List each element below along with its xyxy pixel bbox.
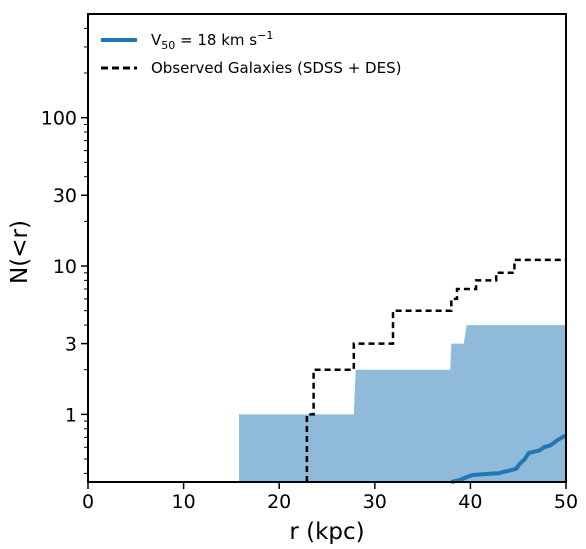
y-tick-label: 1 bbox=[65, 404, 77, 426]
confidence-band bbox=[239, 325, 566, 482]
x-tick-label: 40 bbox=[458, 491, 482, 513]
y-axis: 1 3 10 30 100 bbox=[41, 27, 88, 474]
x-axis: 0 10 20 30 40 50 bbox=[82, 482, 578, 513]
legend-label: Observed Galaxies (SDSS + DES) bbox=[151, 59, 401, 77]
y-tick-label: 3 bbox=[65, 334, 77, 356]
series-layer bbox=[305, 258, 567, 484]
x-tick-label: 30 bbox=[363, 491, 387, 513]
x-tick-label: 50 bbox=[554, 491, 578, 513]
x-tick-label: 10 bbox=[172, 491, 196, 513]
band-area bbox=[239, 325, 566, 482]
x-tick-label: 20 bbox=[267, 491, 291, 513]
x-axis-label: r (kpc) bbox=[289, 519, 364, 545]
y-tick-label: 30 bbox=[53, 185, 77, 207]
x-tick-label: 0 bbox=[82, 491, 94, 513]
y-tick-label: 100 bbox=[41, 108, 77, 130]
y-tick-label: 10 bbox=[53, 256, 77, 278]
series-line-median bbox=[450, 433, 567, 484]
y-axis-label: N(<r) bbox=[7, 220, 33, 284]
legend: V50 = 18 km s−1 Observed Galaxies (SDSS +… bbox=[101, 29, 401, 77]
plot-frame bbox=[87, 13, 567, 483]
legend-label: V50 = 18 km s−1 bbox=[151, 29, 273, 52]
